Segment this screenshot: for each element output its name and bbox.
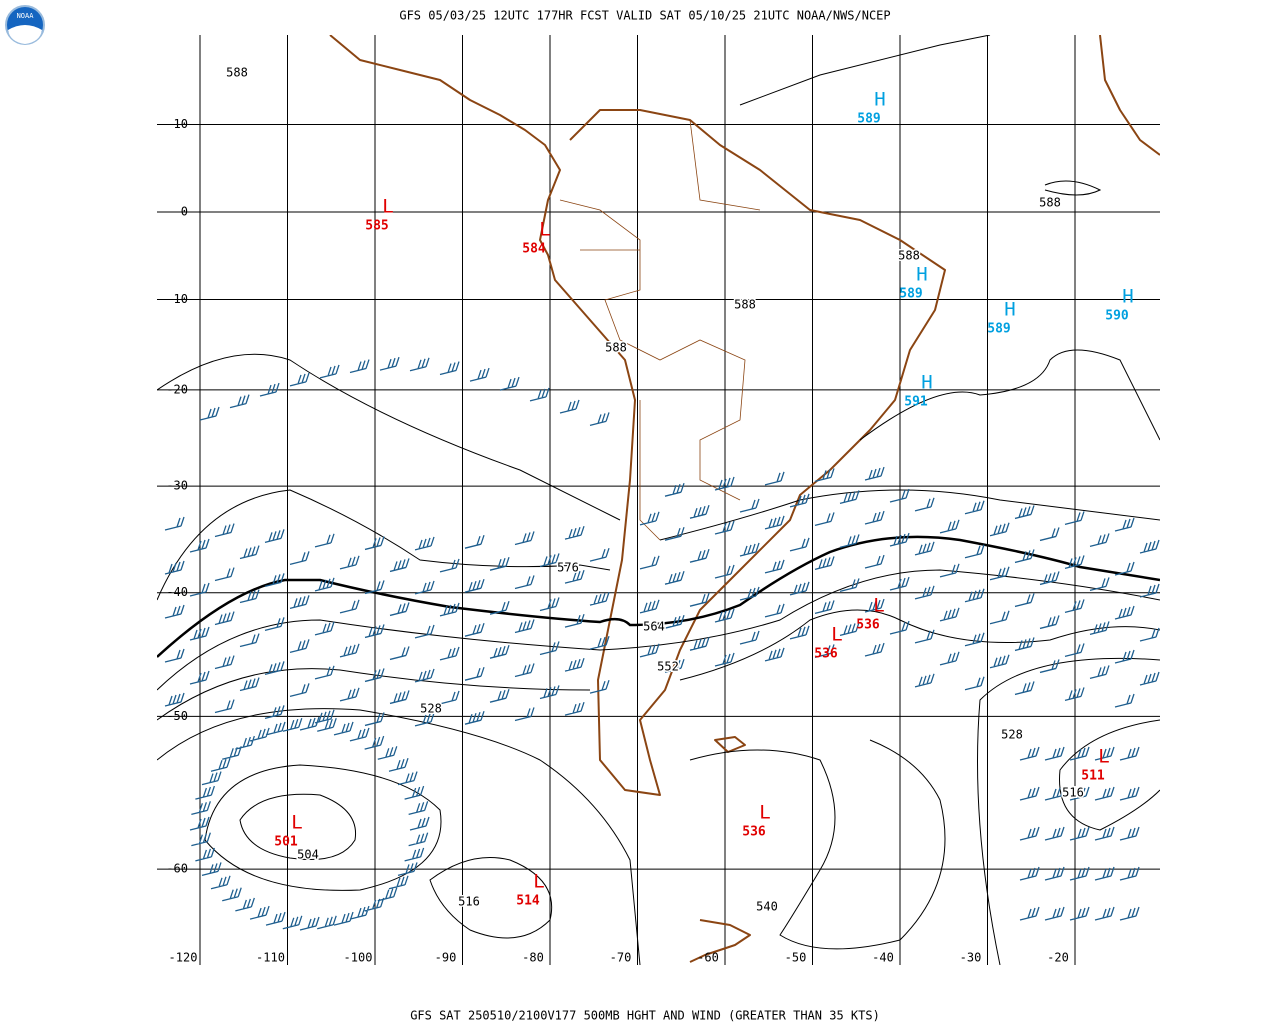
low-value: 584	[522, 242, 546, 257]
contour	[739, 35, 1102, 196]
high-value: 589	[857, 112, 880, 127]
contour-label: 552	[657, 660, 679, 674]
wind-barbs-path	[164, 356, 1160, 931]
contour-label: 528	[1001, 728, 1023, 742]
contour-label: 588	[1039, 196, 1061, 210]
falklands	[714, 736, 746, 753]
contour	[157, 353, 621, 521]
lon-tick-label: -40	[872, 951, 894, 965]
low-value: 514	[516, 894, 540, 909]
footer-caption: GFS SAT 250510/2100V177 500MB HGHT AND W…	[410, 1009, 880, 1023]
contour-label: 588	[605, 341, 627, 355]
low-symbol: L	[873, 595, 884, 617]
contour	[157, 569, 1160, 691]
high-value: 591	[904, 395, 928, 410]
contour	[157, 609, 1160, 721]
lat-tick-label: -20	[166, 382, 188, 396]
contour-label: 576	[557, 561, 579, 575]
low-symbol: L	[533, 871, 544, 893]
lon-tick-label: -30	[960, 951, 982, 965]
low-value: 536	[742, 825, 766, 840]
low-symbol: L	[831, 624, 842, 646]
lon-tick-label: -60	[697, 951, 719, 965]
low-value: 585	[365, 219, 388, 234]
high-symbol: H	[921, 372, 932, 394]
lat-tick-label: -30	[166, 479, 188, 493]
contour-5640	[157, 535, 1160, 658]
lat-tick-label: -50	[166, 709, 188, 723]
lat-tick-label: -60	[166, 862, 188, 876]
contour	[977, 657, 1160, 965]
contour	[204, 764, 442, 891]
contour	[157, 708, 641, 965]
lon-tick-label: -70	[610, 951, 632, 965]
lon-tick-label: -80	[522, 951, 544, 965]
contour-label: 528	[420, 702, 442, 716]
island	[689, 919, 751, 963]
contour	[859, 349, 1160, 441]
contour	[659, 489, 1160, 541]
contour	[429, 857, 553, 939]
logo-text: NOAA	[17, 12, 35, 20]
borders	[559, 119, 761, 541]
coastline-north	[1099, 35, 1160, 156]
axis-labels: -120 -110 -100 -90 -80 -70 -60 -50 -40 -30 -20 10 0 -…	[166, 117, 1069, 965]
contour	[239, 793, 357, 861]
contour-label: 516	[1062, 786, 1084, 800]
contour-label: 504	[297, 848, 319, 862]
high-symbol: H	[916, 264, 927, 286]
low-value: 536	[814, 647, 838, 662]
wind-barbs	[164, 356, 1160, 931]
high-symbol: H	[1122, 286, 1133, 308]
lon-tick-label: -50	[785, 951, 807, 965]
low-value: 501	[274, 835, 298, 850]
contour-label: 516	[458, 895, 480, 909]
contour-label: 588	[734, 298, 756, 312]
contour-label: 564	[643, 620, 665, 634]
low-symbol: L	[1098, 746, 1109, 768]
high-value: 589	[987, 322, 1010, 337]
graticule	[157, 35, 1160, 965]
contour-label: 588	[898, 249, 920, 263]
lon-tick-label: -90	[435, 951, 457, 965]
lat-tick-label: -40	[166, 585, 188, 599]
high-symbol: H	[1004, 299, 1015, 321]
lat-tick-label: 10	[174, 117, 188, 131]
low-symbol: L	[382, 196, 393, 218]
low-symbol: L	[539, 219, 550, 241]
lon-tick-label: -100	[344, 951, 373, 965]
contour-label: 588	[226, 66, 248, 80]
contour	[157, 489, 611, 601]
low-value: 536	[856, 618, 880, 633]
noaa-logo: NOAA	[5, 5, 45, 45]
high-value: 589	[899, 287, 922, 302]
low-value: 511	[1081, 769, 1105, 784]
high-value: 590	[1105, 309, 1129, 324]
lon-tick-label: -110	[256, 951, 285, 965]
header-title: GFS 05/03/25 12UTC 177HR FCST VALID SAT …	[399, 9, 890, 23]
lat-tick-label: -10	[166, 292, 188, 306]
lat-tick-label: 0	[181, 205, 188, 219]
contour	[689, 739, 946, 950]
coastline	[329, 35, 946, 796]
low-symbol: L	[291, 812, 302, 834]
contour-label: 540	[756, 900, 778, 914]
high-symbol: H	[874, 89, 885, 111]
lon-tick-label: -20	[1047, 951, 1069, 965]
lon-tick-label: -120	[169, 951, 198, 965]
low-symbol: L	[759, 802, 770, 824]
